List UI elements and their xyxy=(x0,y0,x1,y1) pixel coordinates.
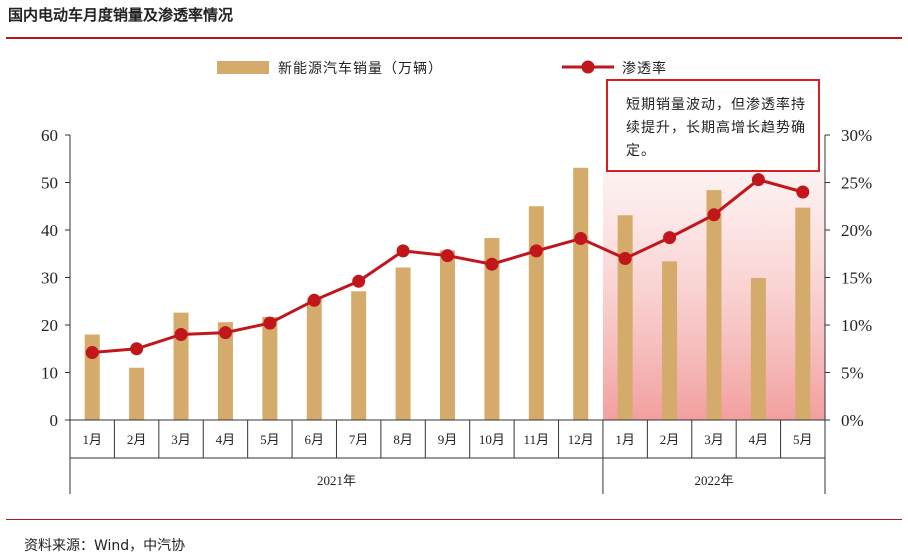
sales-bar xyxy=(706,190,722,420)
month-label: 5月 xyxy=(793,432,813,447)
month-label: 3月 xyxy=(704,432,724,447)
sales-bar xyxy=(617,215,633,420)
combo-chart: 0 10 20 30 40 50 60 0% 5% 10% 15% 20% 25% 30% 1月 2月 3月 4月… xyxy=(41,60,872,494)
left-tick-label: 10 xyxy=(41,364,58,383)
month-label: 6月 xyxy=(305,432,325,447)
left-tick-label: 20 xyxy=(41,316,58,335)
legend-label-sales: 新能源汽车销量（万辆） xyxy=(278,60,443,77)
penetration-point xyxy=(218,326,232,340)
sales-bar xyxy=(573,167,589,420)
sales-bar xyxy=(750,277,766,420)
month-label: 5月 xyxy=(260,432,280,447)
sales-bar xyxy=(662,261,678,420)
month-label: 10月 xyxy=(479,432,505,447)
penetration-point xyxy=(352,274,366,288)
month-label: 7月 xyxy=(349,432,369,447)
penetration-point xyxy=(707,208,721,222)
month-label: 3月 xyxy=(171,432,191,447)
year-label: 2021年 xyxy=(317,473,356,488)
penetration-point xyxy=(663,231,677,245)
sales-bar xyxy=(528,206,544,420)
title-divider xyxy=(6,37,902,39)
penetration-point xyxy=(174,328,188,341)
right-tick-label: 25% xyxy=(841,174,872,193)
year-label: 2022年 xyxy=(694,473,733,488)
sales-bar xyxy=(262,316,278,420)
penetration-point xyxy=(751,173,765,187)
left-tick-label: 60 xyxy=(41,126,58,145)
penetration-point xyxy=(485,257,499,271)
month-label: 1月 xyxy=(82,432,102,447)
sales-bar xyxy=(395,267,411,420)
month-label: 11月 xyxy=(524,432,550,447)
month-label: 12月 xyxy=(568,432,594,447)
month-label: 4月 xyxy=(749,432,769,447)
penetration-point xyxy=(85,346,99,360)
sales-bar xyxy=(795,207,811,420)
penetration-point xyxy=(307,293,321,307)
legend-label-penetration: 渗透率 xyxy=(622,60,667,77)
chart-title: 国内电动车月度销量及渗透率情况 xyxy=(8,6,234,24)
right-tick-label: 10% xyxy=(841,316,872,335)
right-tick-label: 15% xyxy=(841,269,872,288)
left-tick-label: 0 xyxy=(50,411,59,430)
left-tick-label: 30 xyxy=(41,269,58,288)
month-label: 1月 xyxy=(615,432,635,447)
right-tick-label: 0% xyxy=(841,411,864,430)
annotation-box: 短期销量波动，但渗透率持续提升，长期高增长趋势确定。 xyxy=(606,79,820,172)
sales-bar xyxy=(217,322,233,420)
right-tick-label: 5% xyxy=(841,364,864,383)
penetration-point xyxy=(263,316,277,330)
penetration-point xyxy=(618,252,632,265)
left-tick-label: 40 xyxy=(41,221,58,240)
month-label: 2月 xyxy=(660,432,680,447)
footer-divider xyxy=(6,519,902,520)
month-label: 9月 xyxy=(438,432,458,447)
sales-bar xyxy=(440,250,455,420)
sales-bar xyxy=(484,238,500,420)
legend-marker-penetration xyxy=(581,60,595,74)
penetration-point xyxy=(396,244,410,258)
legend-swatch-sales xyxy=(217,61,269,74)
penetration-point xyxy=(574,232,588,246)
sales-bar xyxy=(306,298,322,420)
sales-bar xyxy=(129,367,145,420)
left-tick-label: 50 xyxy=(41,174,58,193)
right-tick-label: 30% xyxy=(841,126,872,145)
source-note: 资料来源：Wind，中汽协 xyxy=(24,538,186,554)
penetration-point xyxy=(529,244,543,258)
penetration-point xyxy=(441,249,454,263)
month-label: 4月 xyxy=(216,432,236,447)
penetration-point xyxy=(130,342,144,356)
right-tick-label: 20% xyxy=(841,221,872,240)
month-label: 8月 xyxy=(393,432,413,447)
penetration-point xyxy=(796,185,810,199)
sales-bar xyxy=(351,291,367,420)
month-label: 2月 xyxy=(127,432,147,447)
